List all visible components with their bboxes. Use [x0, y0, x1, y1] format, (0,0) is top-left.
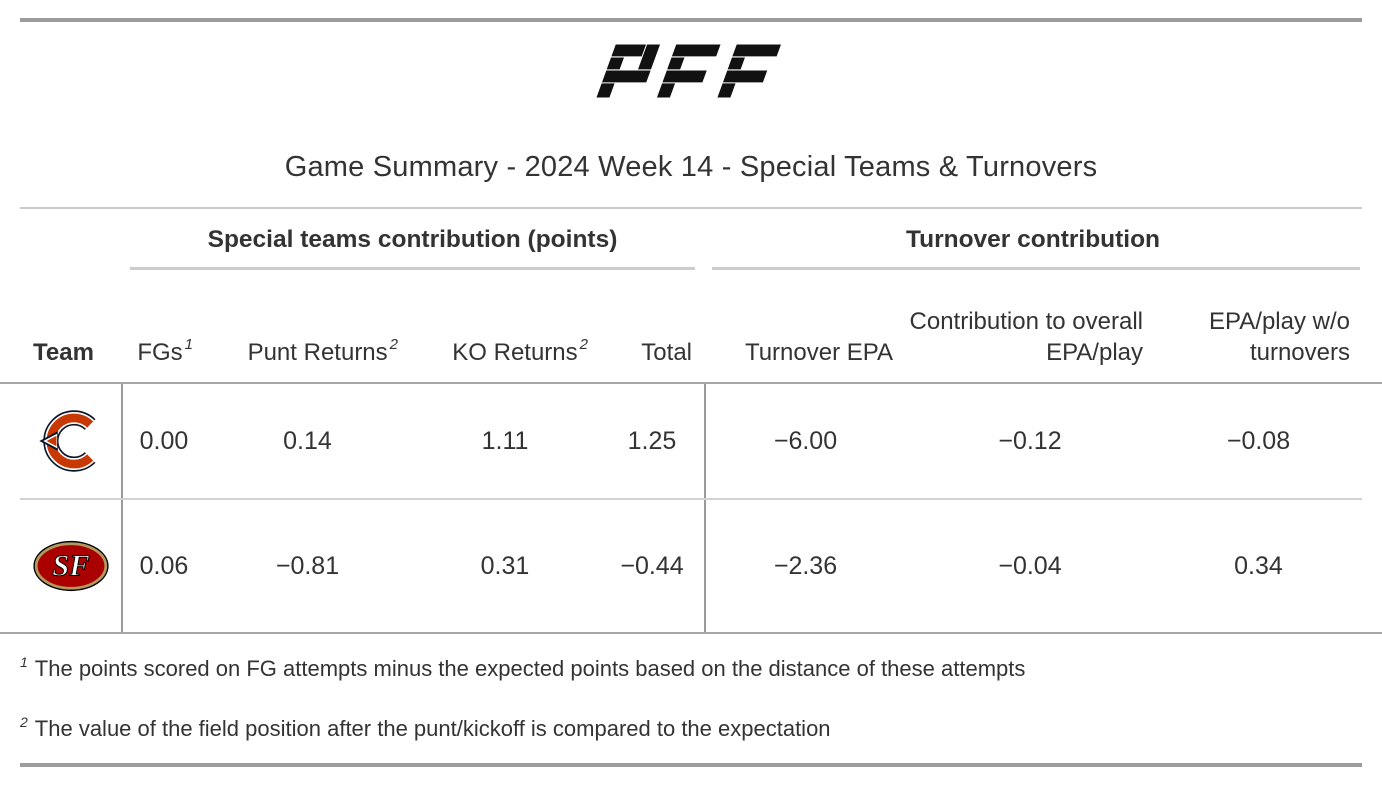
- footnote-1-text: The points scored on FG attempts minus t…: [34, 656, 1026, 681]
- group-label-special-teams: Special teams contribution (points): [207, 226, 618, 253]
- 49ers-fgs-value: 0.06: [121, 500, 205, 632]
- column-header-row: Team FGs 1 Punt Returns 2 KO Returns 2 Tota…: [20, 270, 1362, 382]
- bears-punt-returns-value: 0.14: [283, 426, 332, 455]
- footnote-marker-2b: 2: [579, 336, 588, 353]
- column-header-total: Total: [641, 339, 692, 366]
- footnote-1-marker: 1: [20, 654, 28, 670]
- title-divider-rule: [20, 207, 1362, 209]
- footnote-2: 2 The value of the field position after t…: [20, 714, 1362, 746]
- pff-logo-icon: [595, 43, 783, 99]
- 49ers-ko-returns-value: 0.31: [480, 551, 530, 580]
- bears-ko-returns-value: 1.11: [481, 426, 529, 455]
- group-special-teams: Special teams contribution (points): [121, 223, 704, 270]
- column-header-team: Team: [33, 339, 94, 366]
- column-header-contribution-overall: Contribution to overall EPA/play: [909, 308, 1143, 366]
- group-turnover: Turnover contribution: [704, 223, 1362, 270]
- bears-contribution-overall-value: −0.12: [998, 426, 1062, 455]
- page-title: Game Summary - 2024 Week 14 - Special Te…: [284, 151, 1098, 183]
- footnote-2-text: The value of the field position after th…: [34, 716, 831, 741]
- pff-logo: [0, 43, 1382, 100]
- svg-text:SF: SF: [52, 549, 89, 583]
- 49ers-logo-icon: SF: [32, 540, 109, 592]
- footnote-marker-2: 2: [389, 336, 398, 353]
- column-header-epa-wo-turnovers: EPA/play w/o turnovers: [1209, 308, 1350, 366]
- team-cell-bears: [20, 384, 121, 498]
- bears-fgs-value: 0.00: [121, 384, 205, 498]
- table-body: 0.00 0.14 1.11 1.25 −6.00 −0.12 −0.08 SF…: [0, 382, 1382, 634]
- 49ers-punt-returns-value: −0.81: [275, 551, 340, 580]
- 49ers-epa-wo-turnovers-value: 0.34: [1234, 551, 1283, 580]
- table-row-49ers: SF 0.06 −0.81 0.31 −0.44 −2.36 −0.04 0.3…: [20, 500, 1362, 632]
- column-header-turnover-epa: Turnover EPA: [744, 339, 893, 366]
- table-row-bears: 0.00 0.14 1.11 1.25 −6.00 −0.12 −0.08: [20, 384, 1362, 500]
- 49ers-contribution-overall-value: −0.04: [998, 551, 1062, 580]
- bears-logo-icon: [38, 410, 95, 472]
- top-border-rule: [20, 18, 1362, 22]
- column-header-fgs: FGs 1: [121, 331, 205, 382]
- bears-turnover-epa-value: −6.00: [704, 384, 905, 498]
- 49ers-turnover-epa-value: −2.36: [704, 500, 905, 632]
- footnote-2-marker: 2: [20, 714, 28, 730]
- 49ers-total-value: −0.44: [620, 551, 684, 580]
- column-header-ko-returns: KO Returns 2: [410, 331, 600, 382]
- column-header-ko-returns-label: KO Returns: [452, 339, 578, 366]
- group-label-turnover: Turnover contribution: [905, 226, 1161, 253]
- group-underline-special-teams: [130, 267, 695, 270]
- column-header-fgs-label: FGs: [137, 339, 183, 366]
- bears-epa-wo-turnovers-value: −0.08: [1226, 426, 1291, 455]
- group-underline-turnover: [712, 267, 1360, 270]
- bears-total-value: 1.25: [627, 426, 677, 455]
- footnotes: 1 The points scored on FG attempts minus …: [20, 654, 1362, 746]
- footnote-marker-1: 1: [184, 336, 193, 353]
- bottom-border-rule: [20, 763, 1362, 767]
- team-cell-49ers: SF: [20, 500, 121, 632]
- column-header-punt-returns: Punt Returns 2: [205, 331, 410, 382]
- group-header-row: Special teams contribution (points) Turn…: [20, 223, 1362, 270]
- footnote-1: 1 The points scored on FG attempts minus …: [20, 654, 1362, 686]
- column-header-punt-returns-label: Punt Returns: [247, 339, 388, 366]
